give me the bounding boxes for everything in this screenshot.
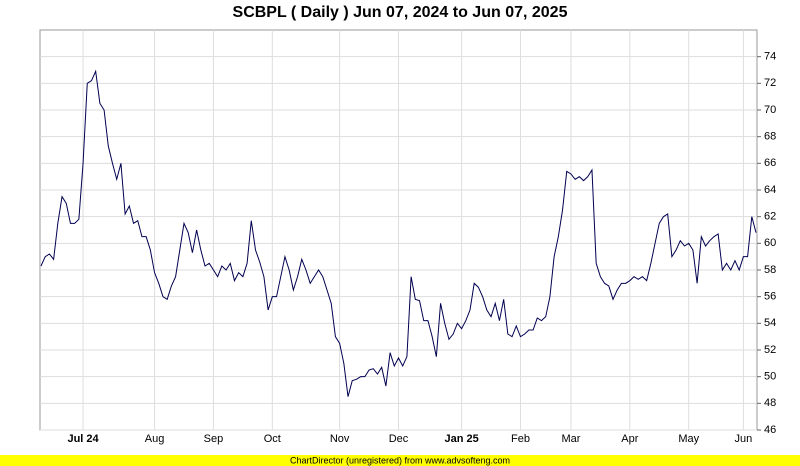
x-tick-label: Apr	[621, 433, 638, 445]
y-tick-label: 50	[764, 371, 776, 383]
x-tick-label: May	[678, 433, 699, 445]
y-tick-label: 58	[764, 264, 776, 276]
x-tick-label: Jun	[735, 433, 753, 445]
y-tick-label: 54	[764, 317, 776, 329]
y-tick-label: 62	[764, 211, 776, 223]
x-tick-label: Aug	[145, 433, 165, 445]
x-tick-label: Nov	[330, 433, 350, 445]
x-tick-label: Feb	[511, 433, 530, 445]
y-tick-label: 70	[764, 104, 776, 116]
y-tick-label: 46	[764, 424, 776, 436]
chart-title: SCBPL ( Daily ) Jun 07, 2024 to Jun 07, …	[233, 4, 568, 21]
y-tick-label: 72	[764, 77, 776, 89]
y-tick-label: 74	[764, 51, 776, 63]
footer: ChartDirector (unregistered) from www.ad…	[290, 455, 510, 465]
footer-bar	[0, 455, 800, 466]
y-tick-label: 68	[764, 131, 776, 143]
x-tick-label: Mar	[561, 433, 580, 445]
y-tick-label: 66	[764, 157, 776, 169]
y-tick-label: 64	[764, 184, 776, 196]
x-tick-label: Jan 25	[444, 433, 478, 445]
y-tick-label: 56	[764, 291, 776, 303]
x-tick-label: Jul 24	[67, 433, 99, 445]
y-tick-label: 48	[764, 397, 776, 409]
price-line	[40, 69, 757, 397]
x-tick-label: Sep	[204, 433, 224, 445]
y-tick-label: 52	[764, 344, 776, 356]
x-tick-label: Oct	[264, 433, 281, 445]
y-tick-label: 60	[764, 237, 776, 249]
x-tick-label: Dec	[389, 433, 409, 445]
